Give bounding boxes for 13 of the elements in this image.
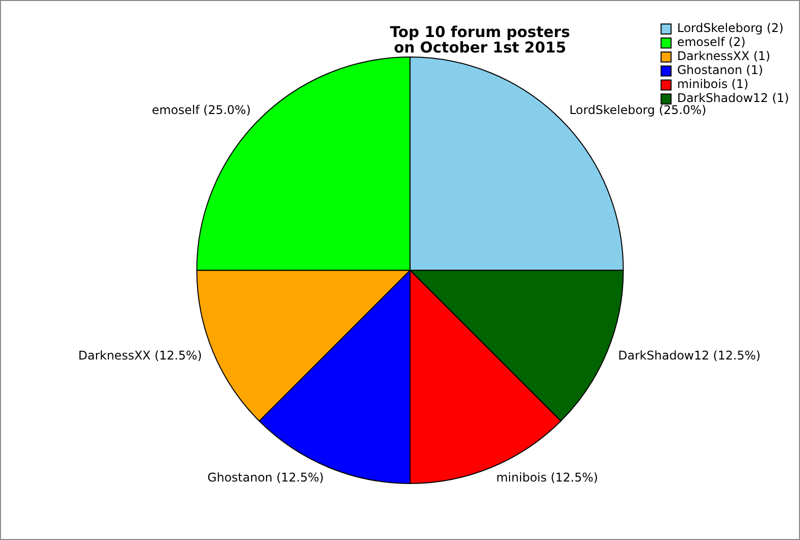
legend-label: LordSkeleborg (2) [677,21,784,36]
data-label: minibois (12.5%) [496,470,598,484]
legend-label: minibois (1) [677,77,748,92]
data-label: DarkShadow12 (12.5%) [618,348,761,363]
data-label: LordSkeleborg (25.0%) [569,103,706,118]
data-label: Ghostanon (12.5%) [207,470,324,484]
legend-label: DarknessXX (1) [677,49,770,64]
data-label: DarknessXX (12.5%) [78,348,202,363]
text: Top 10 forum posters on October 1st 2015 [390,22,570,57]
legend-label: emoself (2) [677,35,746,50]
legend-label: Ghostanon (1) [677,63,764,78]
data-label: emoself (25.0%) [152,103,251,118]
legend-label: DarkShadow12 (1) [677,91,790,106]
